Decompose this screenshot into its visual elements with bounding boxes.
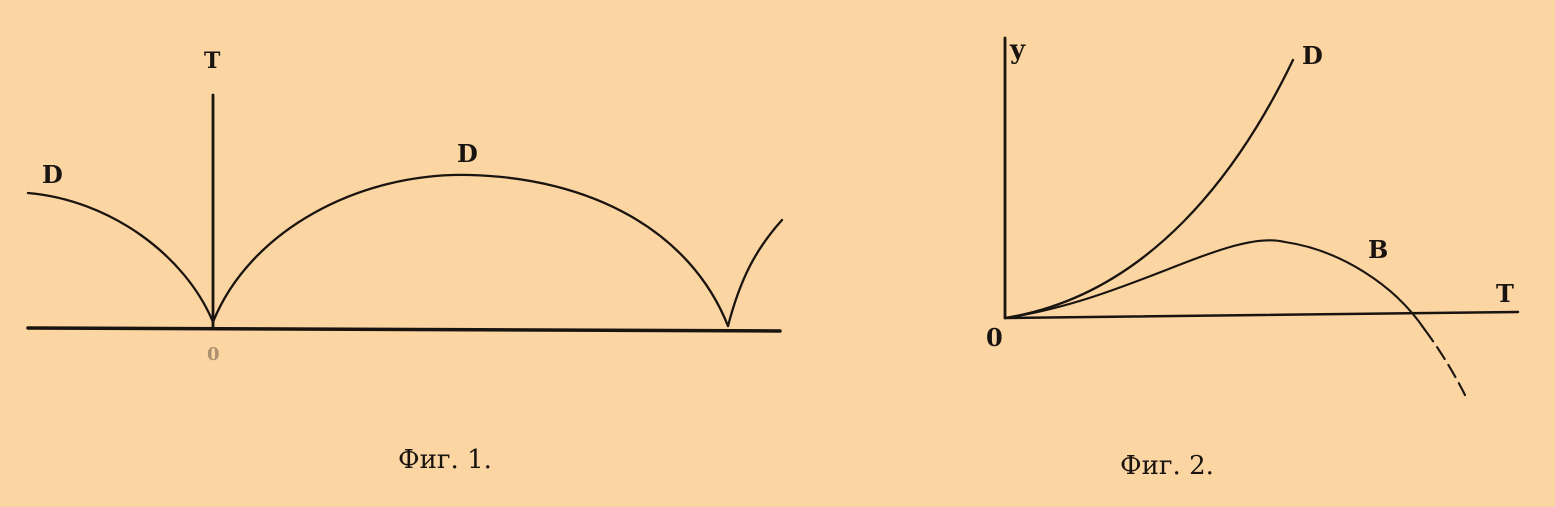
fig2-lower-curve-label: B <box>1368 235 1388 264</box>
fig1-origin-label: 0 <box>207 344 220 365</box>
fig2-x-axis <box>1003 310 1520 320</box>
figure-1: T D D 0 Фиг. 1. <box>26 48 784 475</box>
fig1-curve-right-branch <box>726 218 784 328</box>
fig2-caption: Фиг. 2. <box>1120 451 1214 481</box>
fig1-curve-left-branch <box>26 191 215 324</box>
fig1-curve-arch <box>211 173 730 328</box>
fig1-caption: Фиг. 1. <box>398 445 492 475</box>
fig2-curve-b-continuation <box>1423 328 1467 397</box>
fig1-vertical-axis-label: T <box>204 48 221 74</box>
fig1-arch-curve-label: D <box>457 139 478 168</box>
fig1-left-curve-label: D <box>42 160 63 189</box>
fig2-x-axis-label: T <box>1496 279 1514 308</box>
fig2-y-axis-label: y <box>1009 35 1026 65</box>
fig2-origin-label: 0 <box>986 323 1003 352</box>
fig1-horizontal-axis <box>26 326 782 333</box>
fig2-curve-b <box>1003 239 1427 332</box>
figure-2: y T 0 D B Фиг. 2. <box>986 35 1520 481</box>
fig2-upper-curve-label: D <box>1302 41 1323 70</box>
fig2-curve-d <box>1003 58 1295 320</box>
